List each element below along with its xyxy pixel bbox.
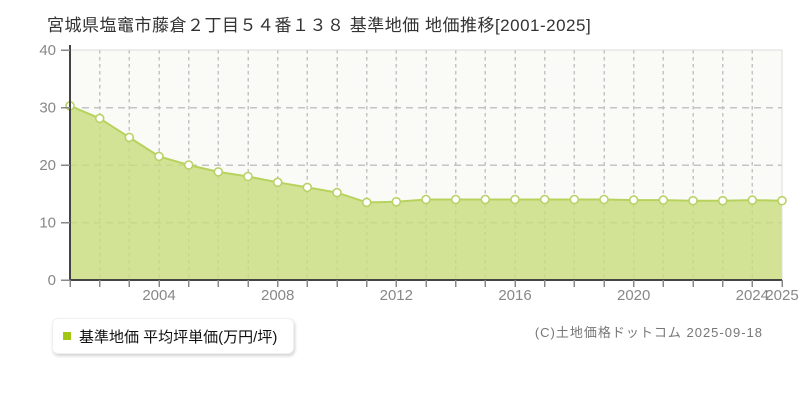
copyright-text: (C)土地価格ドットコム 2025-09-18: [534, 325, 763, 340]
data-point: [658, 195, 669, 205]
data-point: [302, 182, 313, 193]
data-point: [154, 151, 164, 162]
y-tick-label: 40: [39, 42, 56, 59]
legend: 基準地価 平均坪単価(万円/坪): [52, 318, 295, 354]
legend-label: 基準地価 平均坪単価(万円/坪): [79, 328, 278, 346]
x-tick-label: 2025: [765, 287, 798, 304]
data-point: [450, 194, 461, 205]
data-point: [717, 195, 728, 206]
data-point: [272, 177, 283, 188]
data-point: [777, 195, 787, 206]
data-point: [124, 132, 135, 143]
data-point: [599, 194, 609, 205]
data-point: [391, 197, 402, 207]
data-point: [361, 197, 372, 208]
ticks: [61, 49, 783, 287]
data-point: [510, 194, 520, 205]
y-tick-label: 30: [39, 100, 56, 117]
data-point: [421, 194, 431, 205]
data-point: [332, 187, 342, 198]
y-tick-labels: 0 10 20 30 40: [39, 42, 56, 289]
y-tick-label: 0: [48, 272, 56, 289]
y-tick-label: 20: [39, 157, 56, 174]
x-tick-label: 2020: [617, 287, 650, 304]
data-point: [688, 195, 698, 206]
data-point: [480, 194, 491, 205]
x-tick-label: 2012: [380, 287, 413, 304]
y-tick-label: 10: [39, 215, 56, 232]
chart-title: 宮城県塩竈市藤倉２丁目５４番１３８ 基準地価 地価推移[2001-2025]: [47, 16, 592, 35]
area-fill: [70, 105, 782, 281]
data-point: [183, 160, 194, 170]
data-point: [213, 167, 224, 177]
data-point: [747, 195, 758, 205]
data-point: [94, 113, 105, 124]
x-tick-label: 2016: [498, 287, 531, 304]
data-point: [539, 194, 550, 205]
data-markers: [65, 101, 787, 208]
data-point: [569, 194, 580, 205]
legend-swatch-icon: [63, 332, 71, 340]
data-point: [243, 171, 253, 182]
x-tick-label: 2008: [261, 287, 294, 304]
data-point: [628, 195, 639, 205]
plot-border: [70, 49, 783, 280]
x-tick-label: 2024: [736, 287, 769, 304]
x-tick-label: 2004: [142, 287, 175, 304]
